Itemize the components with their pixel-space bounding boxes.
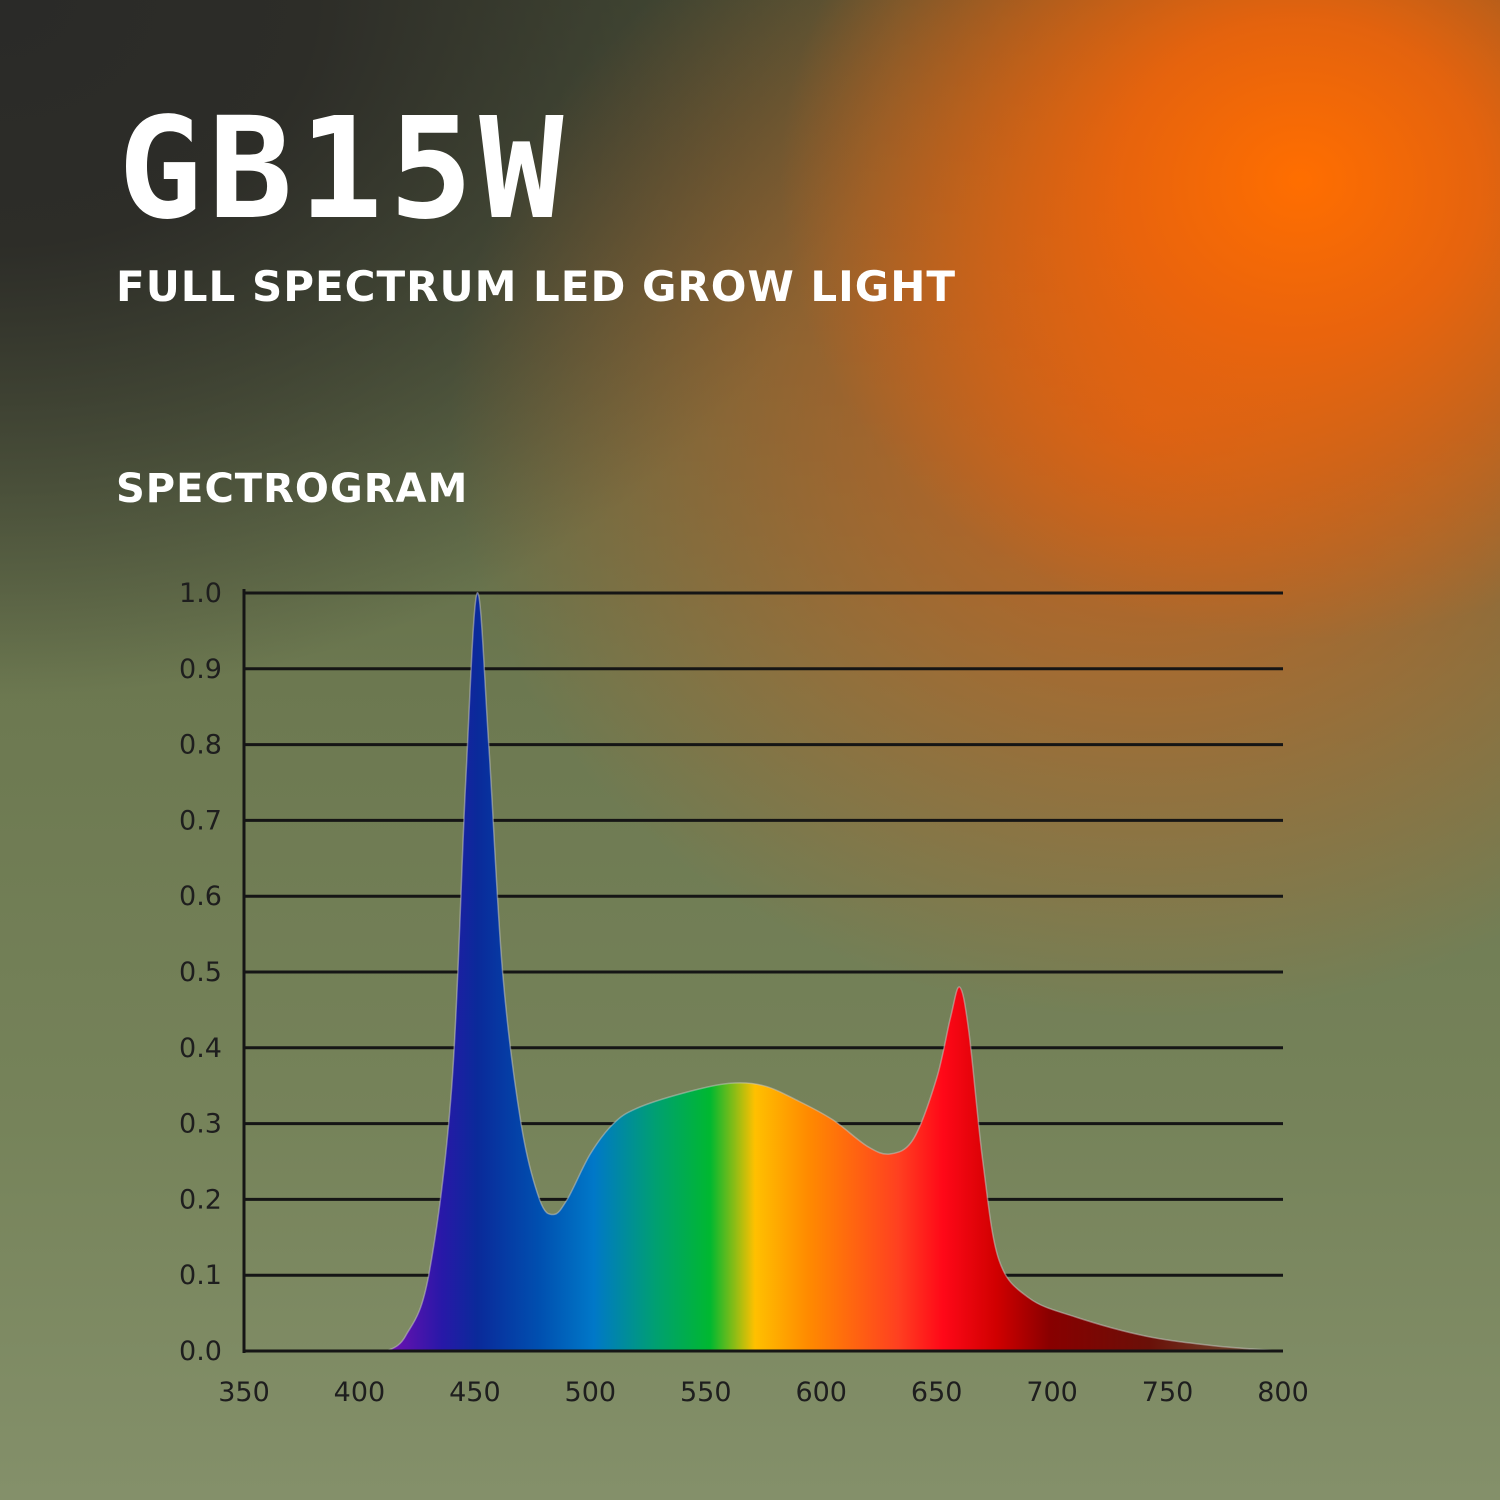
y-tick-label: 0.5 xyxy=(179,957,222,988)
y-tick-label: 0.4 xyxy=(179,1033,222,1064)
y-tick-label: 1.0 xyxy=(179,578,222,609)
section-title: SPECTROGRAM xyxy=(116,466,469,512)
y-tick-label: 0.3 xyxy=(179,1109,222,1140)
product-subtitle: FULL SPECTRUM LED GROW LIGHT xyxy=(116,262,957,311)
product-logo: GB15W xyxy=(118,88,570,251)
y-tick-label: 0.1 xyxy=(179,1260,222,1291)
y-tick-label: 0.0 xyxy=(179,1336,222,1367)
x-tick-label: 450 xyxy=(449,1377,501,1408)
y-tick-label: 0.2 xyxy=(179,1184,222,1215)
x-tick-label: 500 xyxy=(565,1377,617,1408)
x-tick-label: 800 xyxy=(1257,1377,1309,1408)
y-tick-label: 0.6 xyxy=(179,881,222,912)
spectrum-area xyxy=(385,592,1284,1352)
x-tick-label: 550 xyxy=(680,1377,732,1408)
x-tick-label: 700 xyxy=(1026,1377,1078,1408)
y-tick-label: 0.9 xyxy=(179,654,222,685)
x-tick-label: 600 xyxy=(795,1377,847,1408)
x-tick-label: 750 xyxy=(1142,1377,1194,1408)
x-tick-label: 350 xyxy=(218,1377,270,1408)
y-tick-label: 0.8 xyxy=(179,730,222,761)
x-tick-label: 650 xyxy=(911,1377,963,1408)
y-tick-label: 0.7 xyxy=(179,805,222,836)
x-tick-label: 400 xyxy=(334,1377,386,1408)
